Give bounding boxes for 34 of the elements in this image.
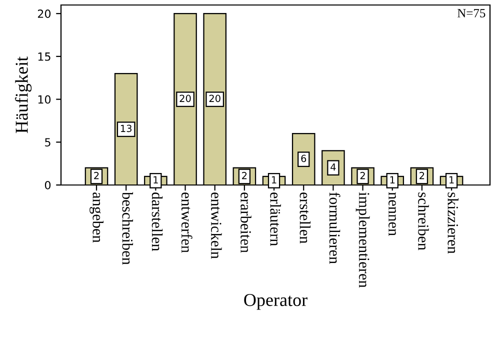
- x-axis-title: Operator: [244, 294, 308, 310]
- y-axis-title: Häufigkeit: [14, 56, 32, 134]
- data-label: 1: [450, 176, 454, 184]
- data-label: 2: [360, 172, 365, 180]
- data-label: 6: [301, 154, 306, 162]
- x-tick-label: nennen: [388, 192, 396, 236]
- x-tick-label: schreiben: [418, 192, 429, 250]
- data-label: 1: [390, 176, 395, 184]
- data-label: 2: [242, 172, 247, 180]
- y-tick-label: 5: [45, 138, 50, 147]
- data-label: 2: [420, 172, 424, 180]
- x-tick-label: entwickeln: [211, 192, 222, 259]
- data-label: 4: [330, 163, 336, 171]
- x-tick-label: skizzieren: [448, 192, 458, 254]
- y-tick-label: 20: [38, 10, 51, 18]
- data-label: 1: [154, 176, 158, 184]
- data-label: 2: [94, 172, 99, 180]
- annotation: N=75: [457, 9, 486, 18]
- x-tick-label: implementieren: [356, 192, 370, 288]
- y-tick-label: 15: [38, 52, 50, 61]
- x-tick-label: erstellen: [300, 192, 311, 244]
- x-tick-label: beschreiben: [122, 192, 134, 265]
- x-tick-label: entwerfen: [181, 192, 192, 253]
- data-label: 20: [180, 94, 191, 102]
- y-tick-label: 0: [44, 180, 51, 190]
- x-tick-label: formulieren: [329, 192, 340, 264]
- x-tick-label: angeben: [90, 192, 104, 243]
- data-label: 1: [272, 176, 276, 184]
- data-label: 13: [120, 124, 132, 132]
- x-tick-label: erarbeiten: [240, 192, 252, 253]
- y-tick-label: 10: [38, 95, 51, 104]
- x-tick-label: erläutern: [270, 192, 281, 246]
- x-tick-label: darstellen: [152, 192, 163, 252]
- data-label: 20: [209, 94, 220, 102]
